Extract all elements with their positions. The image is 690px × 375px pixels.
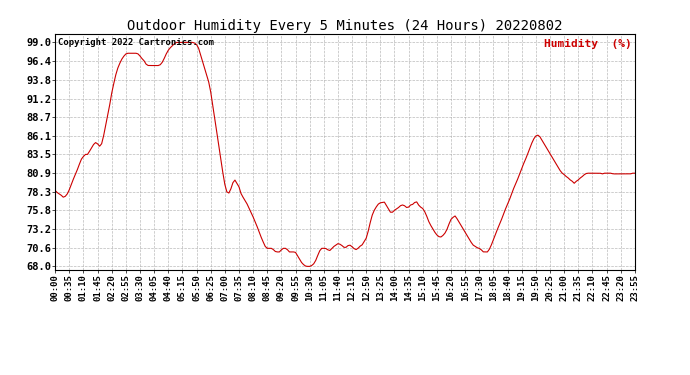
- Text: Humidity  (%): Humidity (%): [544, 39, 632, 48]
- Title: Outdoor Humidity Every 5 Minutes (24 Hours) 20220802: Outdoor Humidity Every 5 Minutes (24 Hou…: [127, 19, 563, 33]
- Text: Copyright 2022 Cartronics.com: Copyright 2022 Cartronics.com: [58, 39, 214, 48]
